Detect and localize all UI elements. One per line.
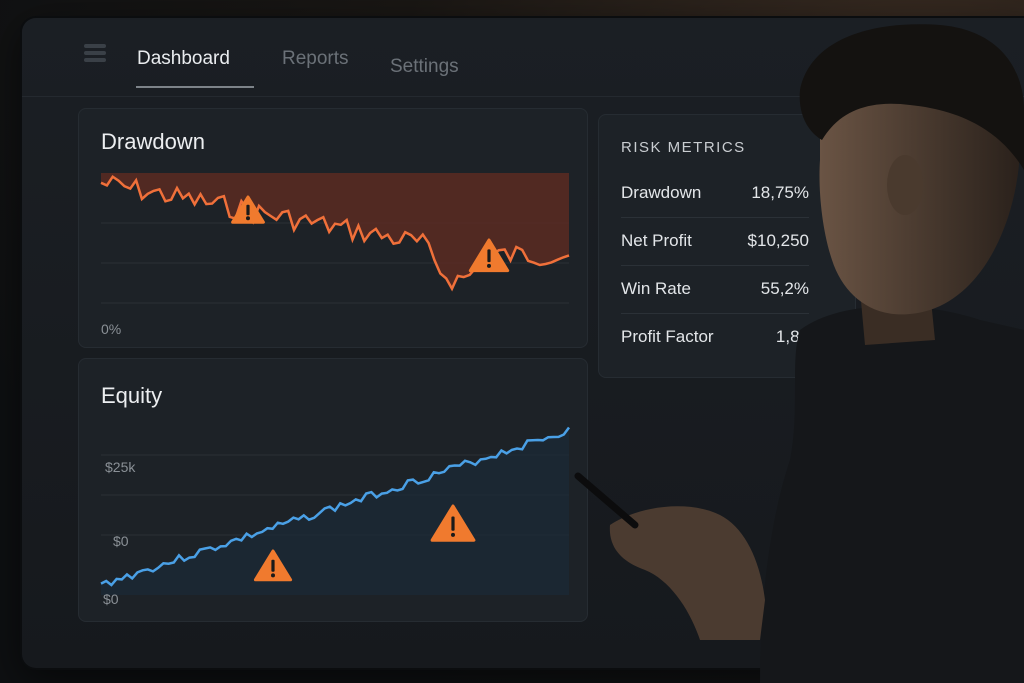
top-navigation: Dashboard Reports Settings	[22, 18, 1024, 97]
drawdown-area	[101, 173, 569, 289]
metric-value: 55,2%	[760, 279, 809, 298]
metric-label: Net Profit	[621, 231, 692, 250]
drawdown-card: Drawdown 0%	[78, 108, 588, 348]
warning-icon	[468, 238, 510, 273]
menu-icon[interactable]	[84, 44, 106, 62]
active-tab-indicator	[136, 86, 254, 88]
equity-line	[100, 426, 571, 587]
equity-tick-label: $25k	[105, 459, 136, 475]
metric-value: 1,85	[775, 327, 809, 346]
equity-card: Equity $25k $0 $0	[78, 358, 588, 622]
warning-icon	[253, 549, 293, 582]
equity-title: Equity	[101, 383, 163, 408]
metric-value: 18,75%	[751, 183, 809, 202]
warning-icon	[231, 195, 265, 224]
metric-row: Win Rate 55,2%	[621, 267, 809, 314]
risk-metrics-card: RISK METRICS Drawdown 18,75% Net Profit …	[598, 114, 856, 378]
metric-label: Drawdown	[621, 183, 702, 202]
metric-row: Net Profit $10,250	[621, 219, 809, 266]
metric-row: Profit Factor 1,85	[621, 315, 809, 361]
tab-settings[interactable]: Settings	[390, 56, 459, 77]
tab-reports[interactable]: Reports	[282, 48, 349, 69]
tab-dashboard[interactable]: Dashboard	[137, 48, 230, 69]
risk-metrics-title: RISK METRICS	[621, 139, 746, 156]
warning-icon	[430, 504, 476, 542]
metric-row: Drawdown 18,75%	[621, 171, 809, 218]
metric-label: Profit Factor	[621, 327, 714, 346]
equity-tick-label: $0	[113, 533, 129, 549]
equity-tick-label: $0	[103, 591, 119, 607]
drawdown-title: Drawdown	[101, 129, 205, 154]
drawdown-chart	[100, 173, 570, 304]
monitor-screen: Dashboard Reports Settings Drawdown 0% E…	[22, 18, 1024, 668]
metric-value: $10,250	[747, 231, 809, 250]
equity-chart	[100, 426, 571, 595]
metric-label: Win Rate	[621, 279, 691, 298]
drawdown-axis-label: 0%	[101, 321, 122, 337]
